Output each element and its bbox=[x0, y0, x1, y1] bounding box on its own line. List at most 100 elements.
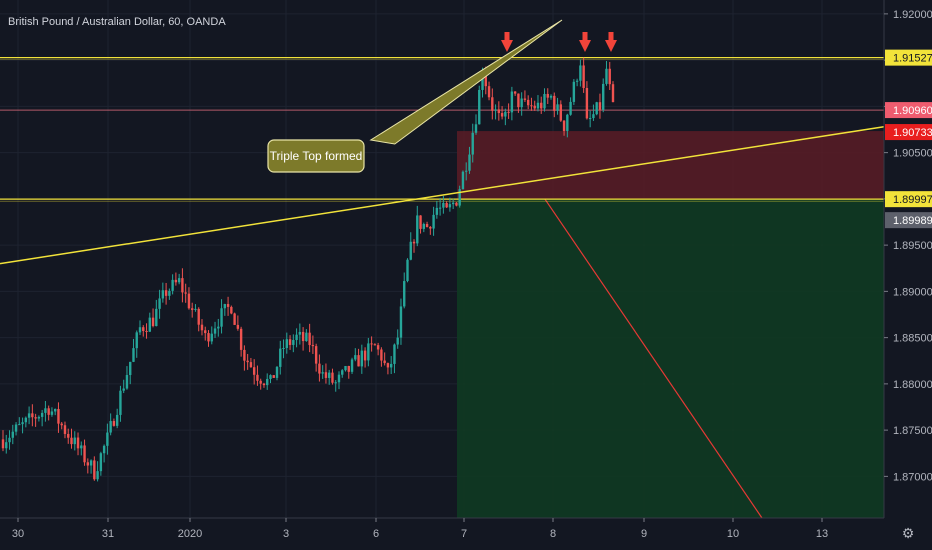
candle bbox=[259, 380, 262, 384]
candle bbox=[513, 91, 517, 94]
candle bbox=[575, 80, 579, 82]
candle bbox=[412, 241, 416, 244]
candle bbox=[602, 83, 605, 110]
candle bbox=[83, 445, 86, 463]
candle bbox=[122, 388, 125, 391]
callout-box[interactable] bbox=[267, 139, 365, 173]
candle bbox=[572, 81, 576, 102]
candle bbox=[305, 332, 308, 342]
candle bbox=[177, 278, 181, 283]
candle bbox=[471, 132, 474, 155]
candle bbox=[187, 293, 191, 309]
top-marker-arrow-stem bbox=[582, 32, 588, 41]
candle bbox=[588, 118, 592, 120]
candle bbox=[406, 259, 409, 282]
candle bbox=[611, 84, 615, 103]
candle bbox=[184, 292, 187, 294]
candle bbox=[125, 375, 129, 389]
candle bbox=[530, 105, 533, 107]
y-tick-label: 1.87000 bbox=[893, 471, 932, 483]
x-tick-label: 3 bbox=[283, 528, 289, 540]
settings-gear-icon[interactable]: ⚙ bbox=[902, 526, 915, 542]
candle bbox=[47, 408, 50, 415]
candle bbox=[164, 290, 168, 296]
projection-line bbox=[544, 198, 763, 519]
candle bbox=[549, 95, 553, 98]
candle bbox=[396, 337, 399, 345]
price-label-pink: 1.90960 bbox=[893, 105, 932, 117]
candle bbox=[546, 93, 549, 98]
candle bbox=[132, 348, 135, 362]
x-tick-label: 13 bbox=[816, 528, 828, 540]
price-label-yellow: 1.89997 bbox=[893, 194, 932, 206]
candle bbox=[595, 102, 598, 115]
price-label-gray: 1.89989 bbox=[893, 215, 932, 227]
candle bbox=[334, 382, 337, 384]
callout-pointer bbox=[369, 19, 563, 145]
callout-text: Triple Top formed bbox=[270, 149, 363, 163]
candle bbox=[321, 372, 324, 374]
candle bbox=[181, 278, 184, 293]
top-marker-arrow bbox=[605, 40, 617, 52]
candle bbox=[494, 109, 497, 111]
candle bbox=[275, 366, 279, 378]
candle bbox=[500, 113, 504, 117]
x-tick-label: 8 bbox=[550, 528, 556, 540]
candle bbox=[540, 102, 543, 109]
candle bbox=[510, 91, 514, 113]
candle bbox=[60, 423, 63, 426]
candle bbox=[445, 203, 448, 208]
candle bbox=[458, 189, 461, 206]
candle bbox=[246, 360, 249, 363]
candle bbox=[308, 332, 311, 346]
candle bbox=[399, 306, 403, 338]
x-tick-label: 10 bbox=[727, 528, 739, 540]
y-tick-label: 1.89500 bbox=[893, 240, 932, 252]
candle bbox=[543, 93, 546, 109]
candle bbox=[138, 327, 142, 333]
candle bbox=[109, 421, 112, 433]
candle bbox=[282, 347, 285, 349]
candle bbox=[272, 375, 275, 378]
candle bbox=[553, 95, 556, 111]
candle bbox=[363, 350, 367, 361]
candle bbox=[53, 408, 57, 412]
candle bbox=[478, 89, 481, 125]
candle bbox=[217, 326, 220, 329]
candle bbox=[8, 437, 11, 443]
candle bbox=[370, 343, 373, 345]
candle bbox=[523, 98, 527, 100]
candle bbox=[292, 340, 295, 345]
candle bbox=[50, 411, 54, 415]
candle bbox=[142, 327, 145, 331]
candle bbox=[288, 339, 292, 345]
x-tick-label: 2020 bbox=[178, 528, 202, 540]
stop-loss-zone bbox=[457, 131, 884, 200]
candle bbox=[158, 298, 161, 309]
candle bbox=[266, 378, 269, 386]
candle bbox=[80, 445, 83, 449]
x-tick-label: 6 bbox=[373, 528, 379, 540]
candle bbox=[93, 460, 96, 480]
candle bbox=[63, 425, 67, 434]
candle bbox=[526, 99, 530, 106]
candle bbox=[223, 304, 227, 309]
candle bbox=[465, 170, 468, 172]
y-tick-label: 1.89000 bbox=[893, 286, 932, 298]
candle bbox=[115, 414, 119, 426]
ascending-trendline[interactable] bbox=[0, 125, 885, 265]
candle bbox=[605, 68, 608, 84]
candle bbox=[579, 65, 582, 81]
candle bbox=[210, 333, 213, 342]
candle bbox=[112, 421, 116, 426]
candle bbox=[376, 345, 380, 350]
price-label-box bbox=[885, 124, 932, 141]
price-label-box bbox=[885, 212, 932, 229]
candle bbox=[347, 365, 350, 372]
candle bbox=[592, 114, 595, 119]
candle bbox=[497, 109, 501, 114]
price-label-box bbox=[885, 191, 932, 208]
candle bbox=[11, 431, 14, 438]
candle bbox=[249, 362, 253, 368]
